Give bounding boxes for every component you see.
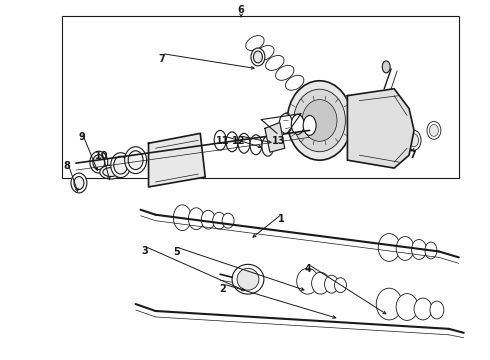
Ellipse shape xyxy=(396,294,418,320)
Ellipse shape xyxy=(378,234,400,261)
Ellipse shape xyxy=(275,66,294,80)
Text: 5: 5 xyxy=(173,247,180,257)
Text: 13: 13 xyxy=(272,136,286,147)
Ellipse shape xyxy=(427,121,441,139)
Ellipse shape xyxy=(287,81,352,160)
Ellipse shape xyxy=(74,176,84,189)
Ellipse shape xyxy=(291,114,304,134)
Ellipse shape xyxy=(297,268,318,294)
Text: 10: 10 xyxy=(95,151,108,161)
Text: 9: 9 xyxy=(78,132,85,142)
Ellipse shape xyxy=(335,278,346,293)
Ellipse shape xyxy=(90,151,108,173)
Ellipse shape xyxy=(222,213,234,228)
Text: 3: 3 xyxy=(142,247,148,256)
Ellipse shape xyxy=(414,298,432,320)
Ellipse shape xyxy=(294,89,345,152)
Ellipse shape xyxy=(256,45,274,60)
Ellipse shape xyxy=(111,153,131,177)
Ellipse shape xyxy=(124,147,147,174)
Ellipse shape xyxy=(430,301,444,319)
Ellipse shape xyxy=(128,151,143,170)
Ellipse shape xyxy=(213,212,225,229)
Text: 12: 12 xyxy=(232,136,246,146)
Polygon shape xyxy=(148,133,205,187)
Ellipse shape xyxy=(237,268,259,290)
Text: 7: 7 xyxy=(410,150,416,160)
Ellipse shape xyxy=(214,130,226,150)
Ellipse shape xyxy=(303,116,316,135)
Text: 4: 4 xyxy=(305,264,312,274)
Ellipse shape xyxy=(238,133,250,153)
Ellipse shape xyxy=(376,288,402,320)
Ellipse shape xyxy=(188,208,204,230)
Ellipse shape xyxy=(412,239,426,260)
Bar xyxy=(62,16,460,178)
Ellipse shape xyxy=(425,242,437,259)
Ellipse shape xyxy=(103,168,119,176)
Polygon shape xyxy=(347,89,414,168)
Ellipse shape xyxy=(302,100,337,141)
Ellipse shape xyxy=(250,135,262,155)
Text: 6: 6 xyxy=(238,5,245,15)
Ellipse shape xyxy=(266,55,284,71)
Ellipse shape xyxy=(382,61,390,73)
Ellipse shape xyxy=(71,173,87,193)
Ellipse shape xyxy=(429,125,439,136)
Ellipse shape xyxy=(324,275,339,293)
Ellipse shape xyxy=(410,134,418,147)
Ellipse shape xyxy=(201,210,215,229)
Ellipse shape xyxy=(251,48,265,66)
Ellipse shape xyxy=(246,36,264,50)
Ellipse shape xyxy=(100,165,122,179)
Ellipse shape xyxy=(232,264,264,294)
Ellipse shape xyxy=(286,75,304,90)
Ellipse shape xyxy=(114,156,128,174)
Ellipse shape xyxy=(407,130,421,150)
Ellipse shape xyxy=(396,237,414,260)
Text: 1: 1 xyxy=(278,214,285,224)
Text: 2: 2 xyxy=(220,284,226,294)
Ellipse shape xyxy=(93,155,105,170)
Polygon shape xyxy=(265,122,285,152)
Text: 8: 8 xyxy=(64,161,71,171)
Ellipse shape xyxy=(312,272,329,294)
Ellipse shape xyxy=(253,51,263,63)
Ellipse shape xyxy=(226,132,238,152)
Ellipse shape xyxy=(173,205,191,231)
Ellipse shape xyxy=(279,113,292,133)
Text: 7: 7 xyxy=(159,54,166,64)
Ellipse shape xyxy=(262,136,274,156)
Text: 11: 11 xyxy=(216,136,230,146)
